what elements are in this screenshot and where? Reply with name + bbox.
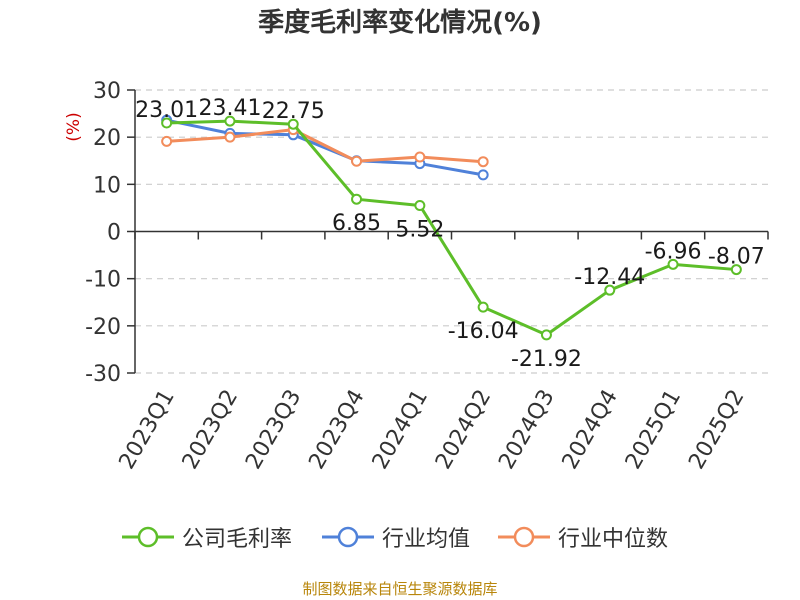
data-point [414, 199, 426, 211]
data-label: 23.01 [135, 98, 198, 123]
legend-circle [513, 526, 535, 548]
x-tick-label: 2024Q1 [368, 385, 433, 473]
y-axis-title: (%) [64, 112, 84, 141]
x-tick-label: 2023Q2 [178, 386, 243, 474]
data-point [477, 301, 489, 313]
legend-marker-icon [498, 526, 550, 548]
source-note: 制图数据来自恒生聚源数据库 [302, 580, 498, 598]
legend-circle [137, 526, 159, 548]
x-tick-label: 2024Q2 [431, 386, 496, 474]
data-point [161, 135, 173, 147]
x-tick-label: 2024Q4 [558, 386, 623, 474]
data-point [604, 284, 616, 296]
data-point [667, 258, 679, 270]
data-label: -12.44 [574, 265, 645, 290]
legend-circle [337, 526, 359, 548]
x-tick-label: 2023Q4 [304, 386, 369, 474]
y-tick-label: 10 [93, 173, 121, 198]
data-point [730, 264, 742, 276]
series-lines [161, 114, 742, 341]
data-label: 23.41 [198, 96, 261, 121]
legend-item: 行业中位数 [498, 519, 668, 555]
x-tick-label: 2025Q2 [684, 386, 749, 474]
y-tick-label: 20 [93, 126, 121, 151]
data-point [477, 169, 489, 181]
series-line [166, 119, 737, 337]
legend-label: 行业中位数 [558, 527, 669, 552]
data-label: 5.52 [395, 217, 444, 242]
data-label: -16.04 [448, 319, 519, 344]
x-tick-label: 2025Q1 [621, 386, 686, 474]
data-label: -8.07 [708, 245, 765, 270]
x-tick-label: 2023Q1 [115, 386, 180, 474]
data-label: 6.85 [332, 211, 381, 236]
legend-label: 行业均值 [382, 527, 471, 552]
y-tick-label: 0 [107, 221, 121, 246]
y-tick-label: -30 [85, 362, 121, 387]
data-point [224, 115, 236, 127]
x-tick-label: 2023Q3 [241, 386, 306, 474]
data-point [351, 155, 363, 167]
data-point [414, 151, 426, 163]
data-point [161, 117, 173, 129]
chart-title: 季度毛利率变化情况(%) [258, 8, 542, 38]
data-point [224, 131, 236, 143]
data-point [287, 118, 299, 130]
data-point [351, 193, 363, 205]
data-point [477, 156, 489, 168]
legend: 公司毛利率 行业均值 行业中位数 [0, 519, 800, 555]
legend-label: 公司毛利率 [182, 527, 293, 552]
data-labels: 23.01 23.41 22.75 6.85 5.52 -16.04 -21.92 -12.4… [135, 96, 765, 372]
data-label: 22.75 [262, 99, 325, 124]
legend-item: 公司毛利率 [122, 519, 292, 555]
series-line [166, 128, 484, 164]
data-label: -21.92 [511, 347, 582, 372]
y-tick-label: 30 [93, 79, 121, 104]
y-tick-label: -10 [85, 268, 121, 293]
legend-marker-icon [322, 526, 374, 548]
line-chart: 30 20 10 0 -10 -20 -302023Q12023Q22023Q32023Q4… [64, 79, 769, 474]
legend-item: 行业均值 [322, 519, 470, 555]
y-tick-label: -20 [85, 315, 121, 340]
legend-marker-icon [122, 526, 174, 548]
series-line [166, 118, 484, 177]
x-tick-label: 2024Q3 [494, 386, 559, 474]
data-label: -6.96 [645, 239, 702, 264]
data-point [540, 329, 552, 341]
